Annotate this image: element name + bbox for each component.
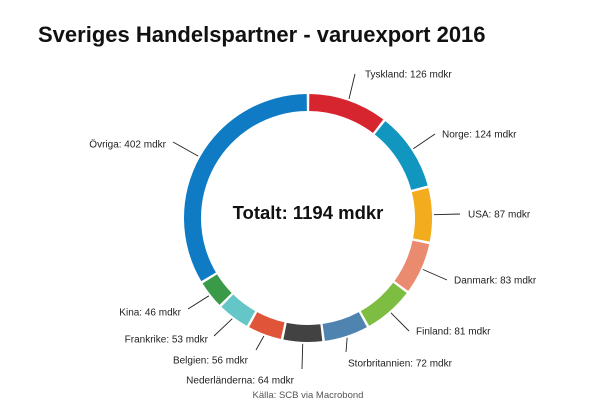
donut-slices — [184, 94, 432, 342]
slice-label-kina: Kina: 46 mdkr — [119, 308, 181, 319]
slice-kina — [202, 274, 232, 305]
leader-line-storbritannien — [345, 337, 348, 353]
slice-övriga — [184, 94, 307, 282]
slice-label-tyskland: Tyskland: 126 mdkr — [365, 70, 452, 81]
slice-label-storbritannien: Storbritannien: 72 mdkr — [348, 359, 453, 370]
slice-tyskland — [309, 94, 384, 133]
leader-line-tyskland — [348, 73, 356, 99]
leader-line-frankrike — [213, 318, 233, 337]
slice-label-belgien: Belgien: 56 mdkr — [173, 356, 249, 367]
leader-line-kina — [187, 295, 210, 310]
slice-label-danmark: Danmark: 83 mdkr — [454, 276, 537, 287]
leader-line-usa — [433, 213, 461, 216]
slice-label-frankrike: Frankrike: 53 mdkr — [125, 335, 209, 346]
slice-labels: Tyskland: 126 mdkr Norge: 124 mdkr USA: 87… — [89, 70, 537, 387]
slice-danmark — [394, 240, 430, 291]
slice-label-norge: Norge: 124 mdkr — [442, 130, 517, 141]
leader-line-norge — [413, 133, 436, 150]
slice-label-finland: Finland: 81 mdkr — [416, 327, 491, 338]
leader-line-finland — [390, 312, 410, 332]
slice-nederländerna — [283, 322, 323, 342]
slice-belgien — [249, 312, 285, 339]
source-note: Källa: SCB via Macrobond — [253, 390, 364, 401]
leader-line-övriga — [172, 141, 199, 157]
slice-label-nederländerna: Nederländerna: 64 mdkr — [186, 376, 295, 387]
slice-frankrike — [221, 294, 256, 326]
leader-line-nederländerna — [301, 343, 304, 370]
leader-line-belgien — [255, 335, 265, 351]
slice-label-övriga: Övriga: 402 mdkr — [89, 139, 166, 151]
slice-label-usa: USA: 87 mdkr — [468, 210, 531, 221]
label-leader-lines — [172, 73, 461, 370]
leader-line-danmark — [422, 269, 448, 281]
center-total-label: Totalt: 1194 mdkr — [233, 202, 384, 223]
chart-title: Sveriges Handelspartner - varuexport 201… — [38, 22, 486, 47]
slice-storbritannien — [322, 312, 367, 341]
slice-usa — [411, 187, 432, 242]
slice-finland — [360, 282, 407, 326]
slice-norge — [374, 121, 428, 190]
